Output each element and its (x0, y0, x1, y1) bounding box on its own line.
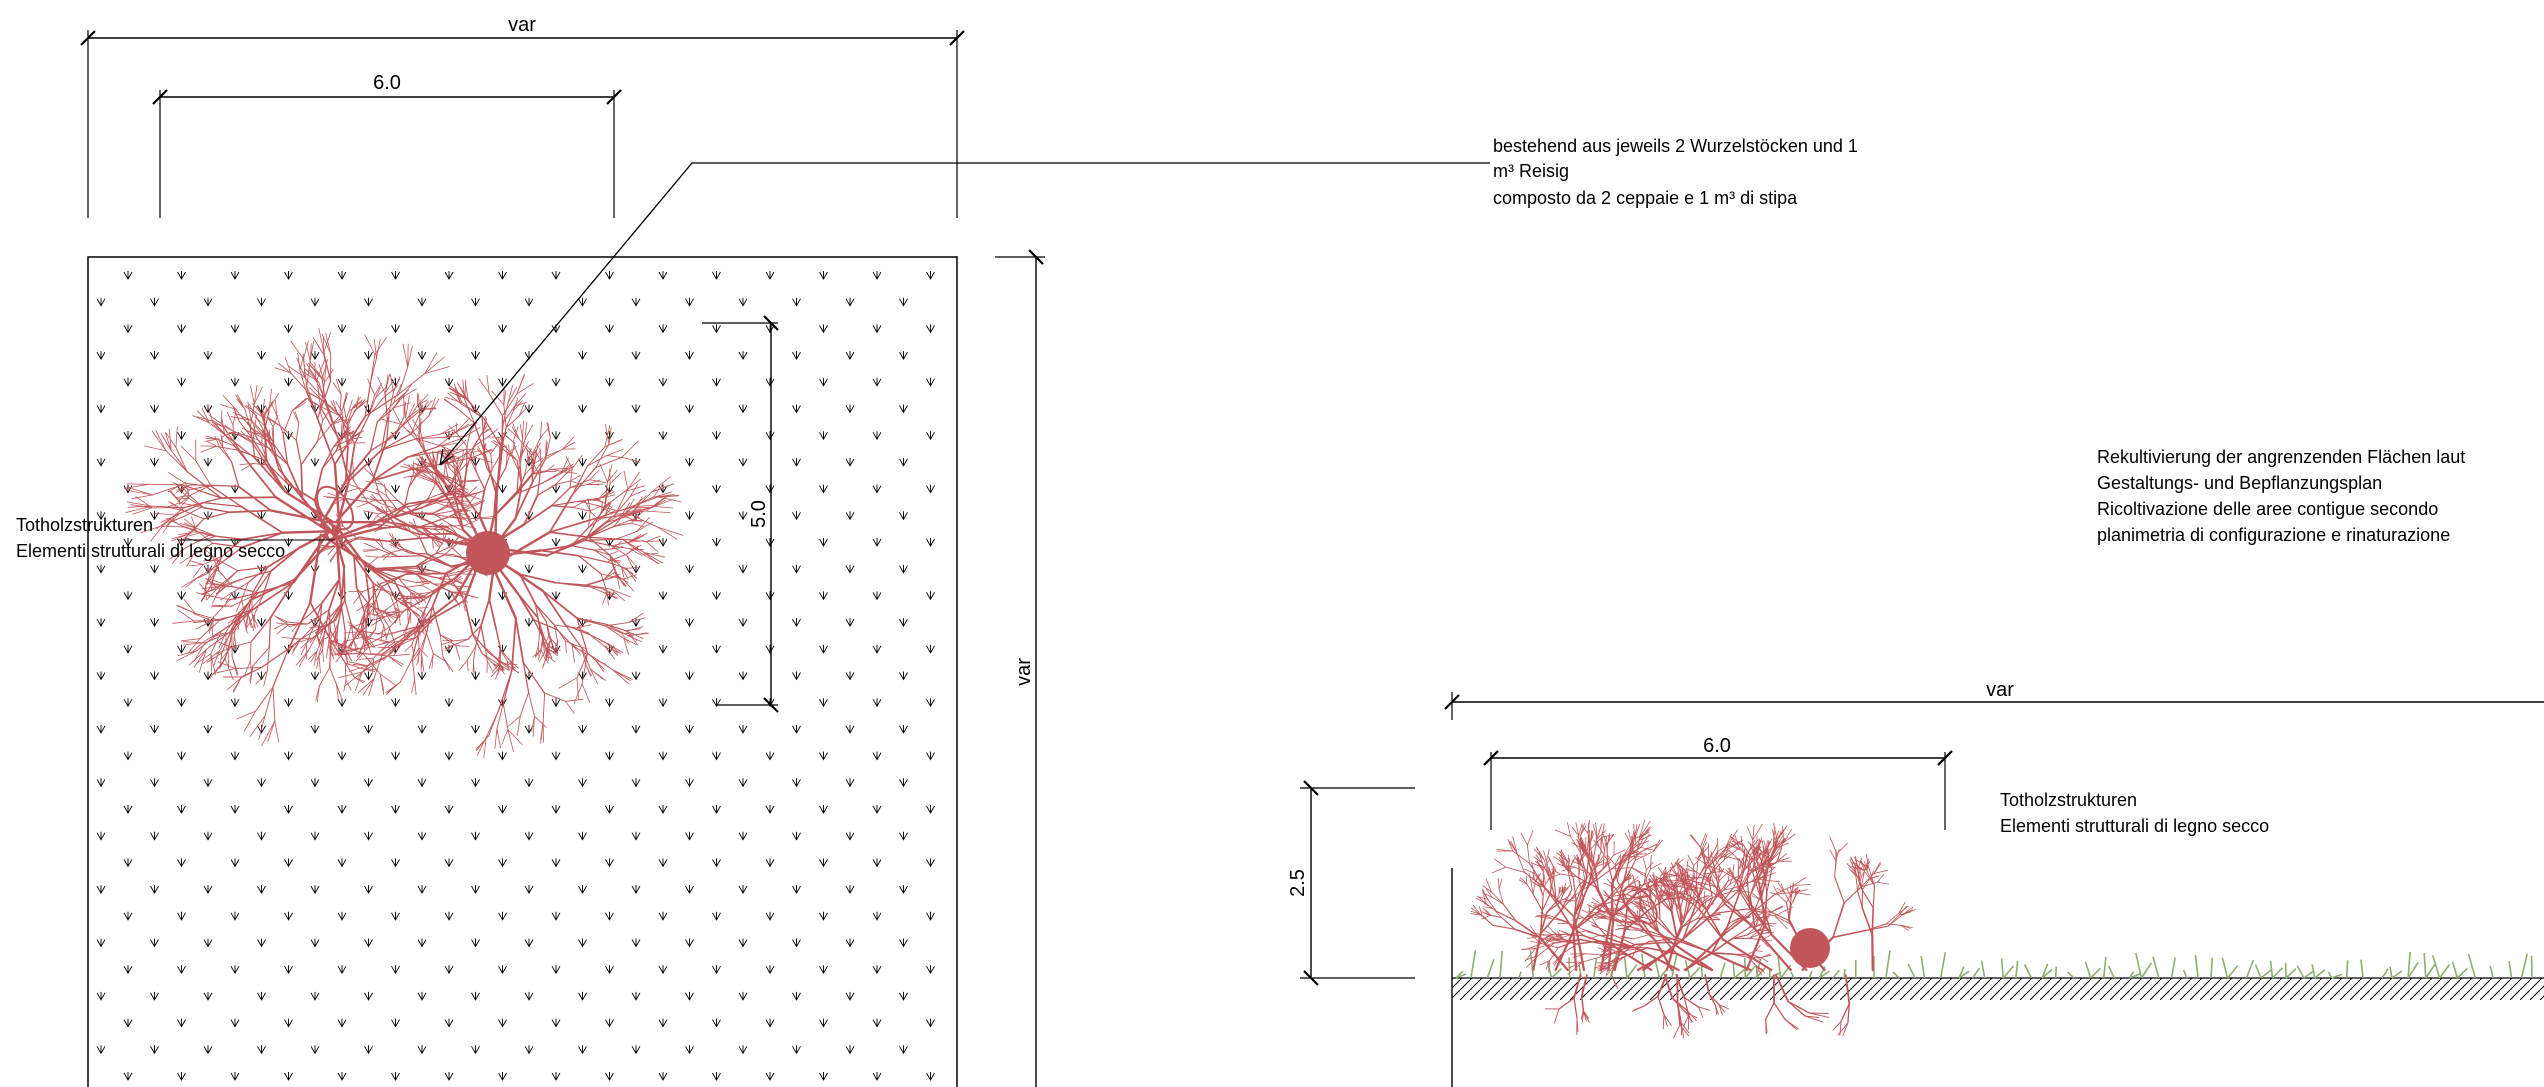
section-dim-heap-width-label: 6.0 (1703, 735, 1731, 757)
section-label-deadwood-de: Totholzstrukturen (2000, 790, 2137, 810)
section-label-deadwood-it: Elementi strutturali di legno secco (2000, 816, 2269, 836)
section-dim-heap-height-label: 2.5 (1287, 869, 1309, 897)
brushwood-heap-section-icon (1470, 819, 1916, 1039)
meadow-symbol-icon (96, 271, 935, 1081)
note-line-3: Ricoltivazione delle aree contigue secon… (2097, 499, 2438, 519)
dim-total-width-section: var (1444, 679, 2544, 720)
dim-total-height-label: var (1013, 658, 1035, 686)
plan-label-deadwood-it: Elementi strutturali di legno secco (16, 541, 285, 561)
callout-line-2: m³ Reisig (1493, 161, 1569, 181)
dim-total-width-label: var (508, 14, 536, 36)
plan-area-outline (87, 256, 958, 1087)
dim-heap-height-section: 2.5 (1287, 780, 1415, 986)
dim-heap-depth-label: 5.0 (748, 500, 770, 528)
plan-view: var 6.0 5.0 var Totholzstrukturen Elemen… (16, 14, 1858, 1087)
brushwood-heap-plan-icon (123, 327, 683, 759)
ground-hatch (1452, 978, 2544, 1000)
dim-heap-width-label: 6.0 (373, 72, 401, 94)
note-line-1: Rekultivierung der angrenzenden Flächen … (2097, 447, 2465, 467)
dim-heap-depth-plan: 5.0 (702, 315, 779, 713)
dim-heap-width-plan: 6.0 (152, 72, 622, 218)
callout-arrowhead (439, 448, 454, 466)
section-dim-total-width-label: var (1986, 679, 2014, 701)
dim-total-height-plan: var (995, 249, 1045, 1087)
section-view: var 6.0 2.5 Totholzstrukturen Elementi s… (1287, 679, 2544, 1087)
callout-leader (439, 162, 1490, 466)
dim-heap-width-section: 6.0 (1483, 735, 1953, 830)
callout-line-3: composto da 2 ceppaie e 1 m³ di stipa (1493, 188, 1798, 208)
callout-line-1: bestehend aus jeweils 2 Wurzelstöcken un… (1493, 136, 1858, 156)
plan-label-deadwood-de: Totholzstrukturen (16, 515, 153, 535)
note-line-2: Gestaltungs- und Bepflanzungsplan (2097, 473, 2382, 493)
note-line-4: planimetria di configurazione e rinatura… (2097, 525, 2450, 545)
recultivation-note: Rekultivierung der angrenzenden Flächen … (2097, 447, 2465, 545)
dim-total-width-plan: var (80, 14, 965, 218)
